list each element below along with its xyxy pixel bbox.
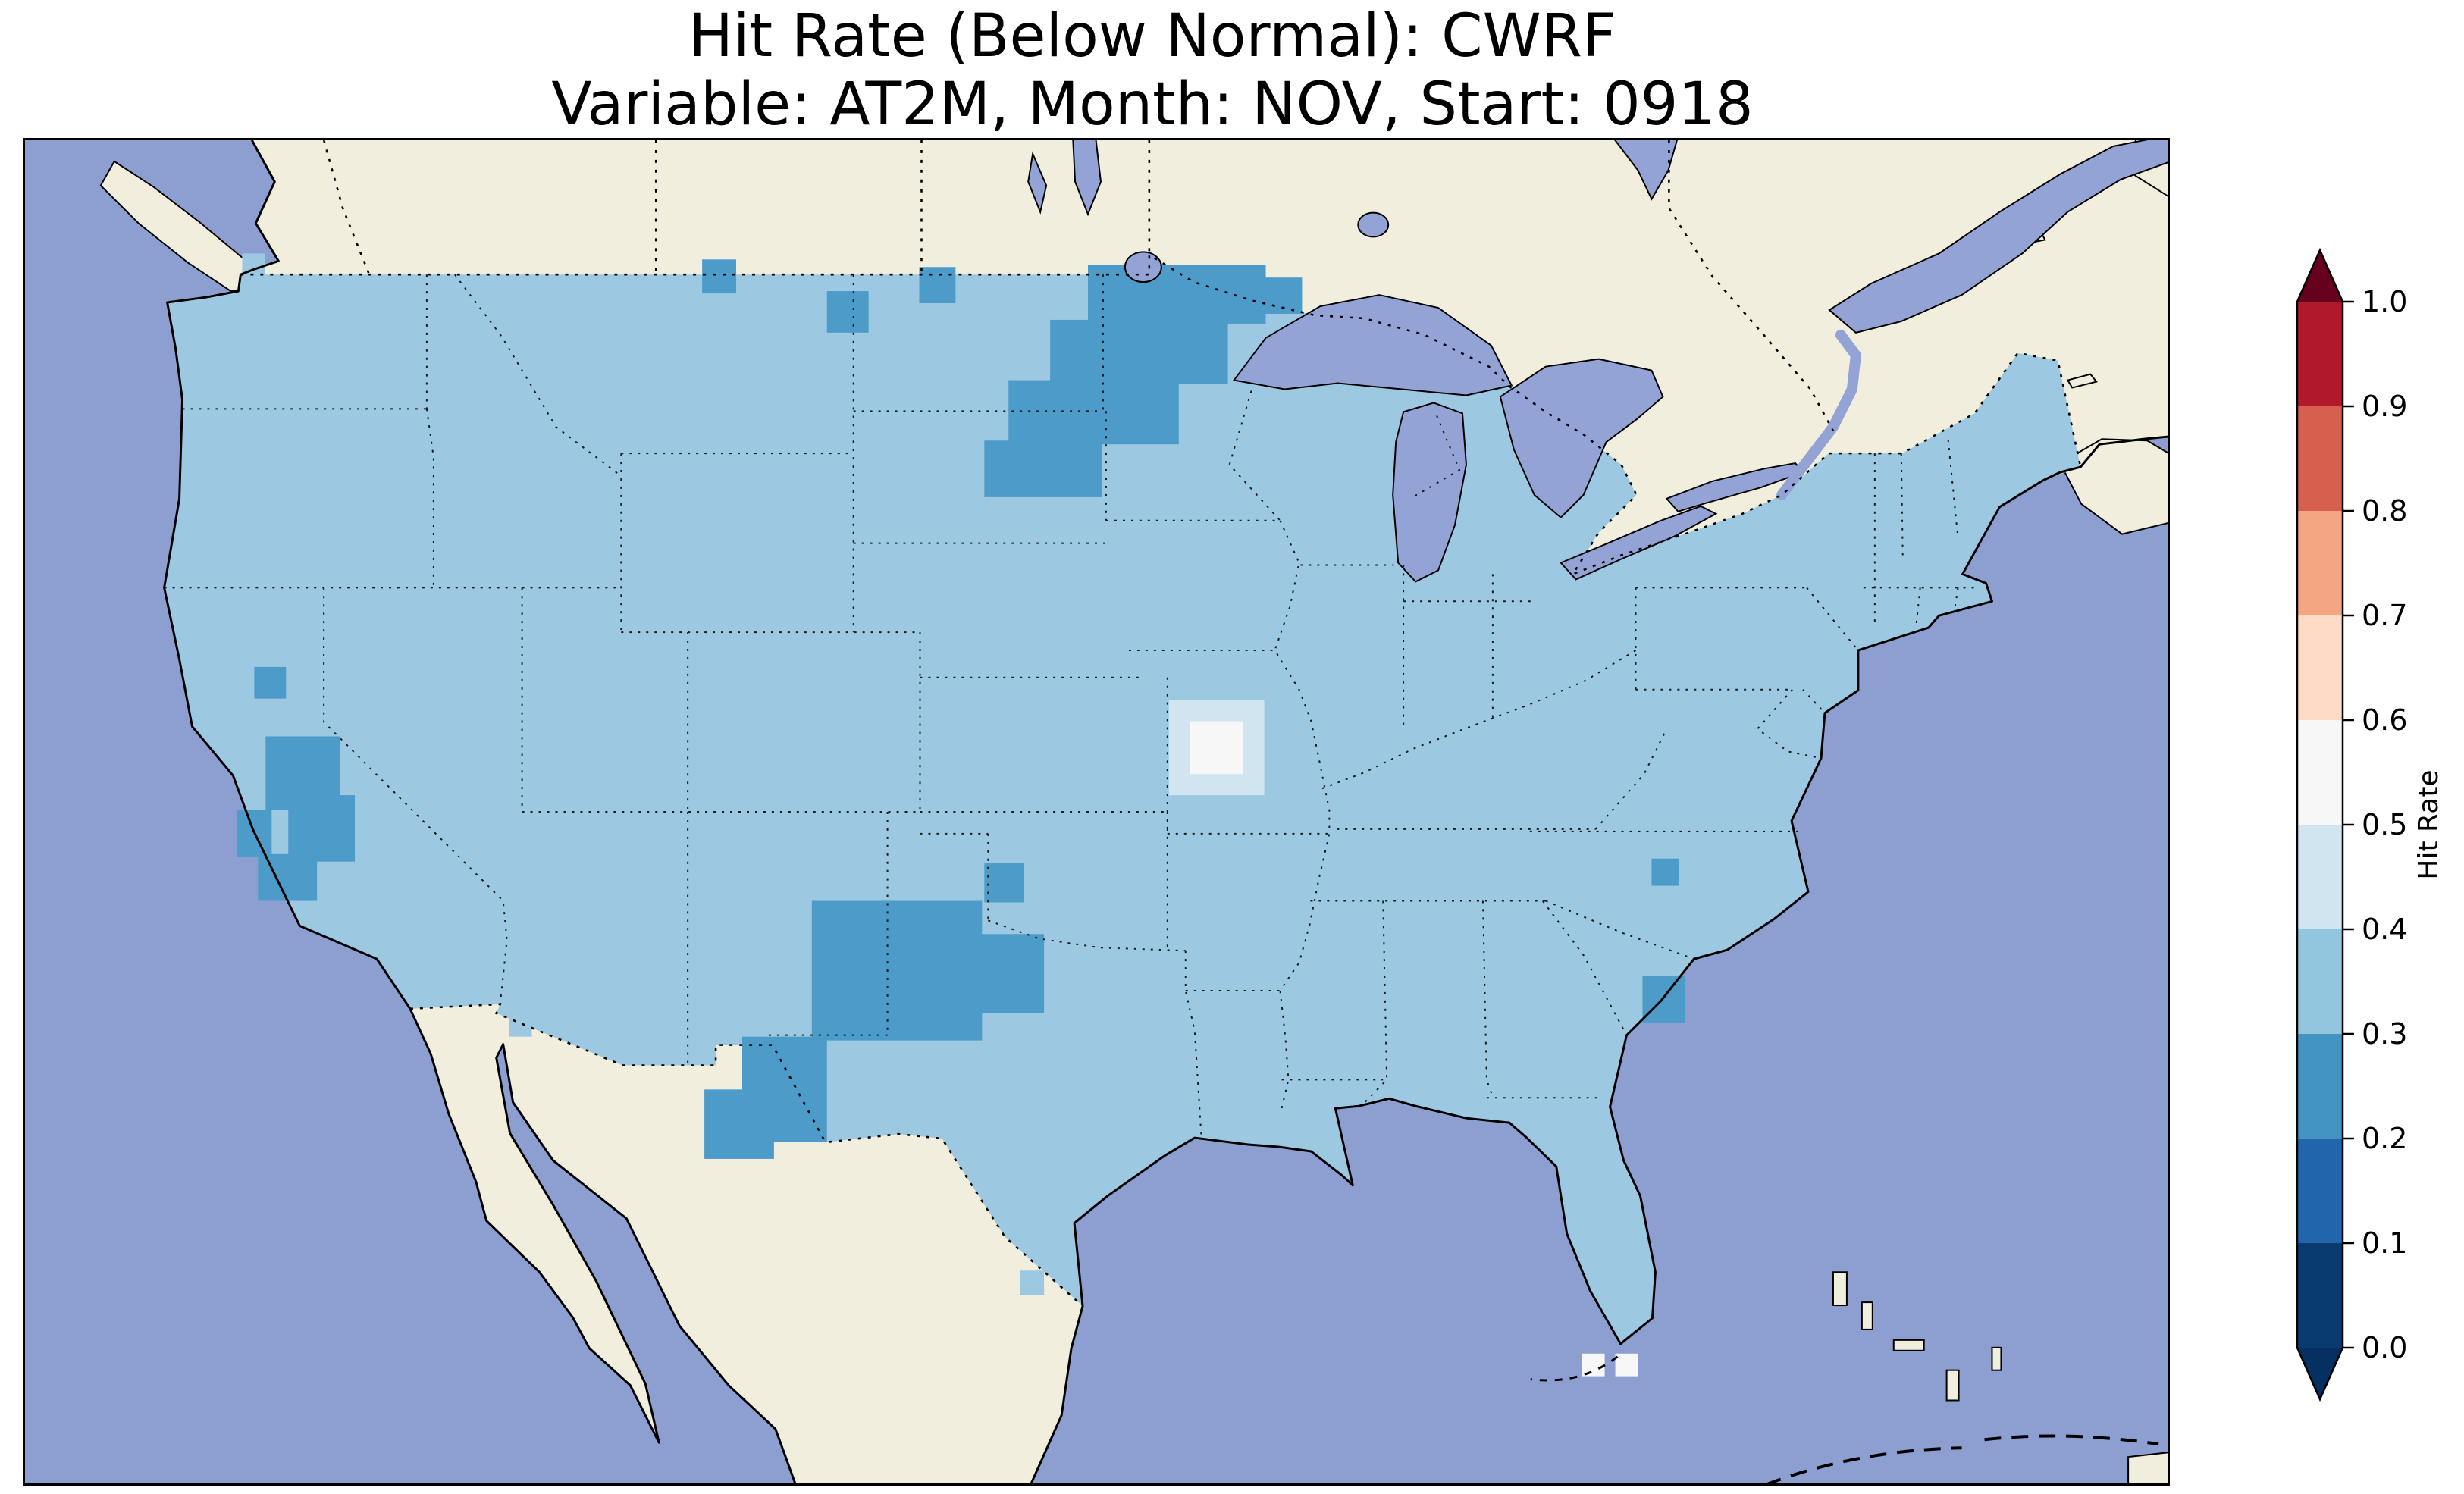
colorbar-extend-below [2297,1348,2343,1399]
colorbar-tick-label: 0.0 [2362,1331,2407,1364]
state-borders [164,274,1977,1139]
colorbar-extend-above [2297,250,2343,302]
cuba-coastline-dashed [1764,1434,2159,1483]
bahamas-island [1892,1339,1925,1351]
colorbar-segments [2297,302,2343,1348]
lake-nipigon [1357,211,1390,238]
colorbar-tick-label: 1.0 [2362,285,2407,318]
lake-superior [1232,294,1513,396]
lake-michigan [1392,402,1467,583]
lake-huron [1499,358,1664,519]
colorbar-tick-label: 0.5 [2362,808,2407,841]
james-bay [1614,140,1678,201]
colorbar-ticks: 1.0 0.9 0.8 0.7 0.6 0.5 0.4 0.3 0.2 0.1 0.0 [2343,285,2407,1364]
bahamas-island [1945,1369,1960,1402]
cuba-corner [2127,1452,2168,1483]
conus-map [25,140,2168,1483]
prince-edward-island [2066,373,2098,389]
pacific-mexico-coastline [163,140,797,1483]
colorbar-tick-label: 0.3 [2362,1017,2407,1051]
chart-subtitle: Variable: AT2M, Month: NOV, Start: 0918 [551,70,1754,139]
colorbar-tick-label: 0.8 [2362,494,2407,528]
colorbar-tick-label: 0.6 [2362,703,2407,737]
colorbar-svg: 1.0 0.9 0.8 0.7 0.6 0.5 0.4 0.3 0.2 0.1 0.0 Hit Ra… [2296,247,2444,1402]
gulf-of-st-lawrence [1828,140,2168,334]
lakes-group [1027,140,2168,583]
map-axes [23,138,2170,1486]
colorbar-axis-label: Hit Rate [2413,769,2444,879]
lake-manitoba [1027,151,1048,215]
islands-group [99,140,2168,1483]
gulf-atlantic-coastline [1030,435,2168,1483]
bahamas-island [1861,1301,1873,1330]
colorbar-tick-label: 0.2 [2362,1122,2407,1155]
colorbar: 1.0 0.9 0.8 0.7 0.6 0.5 0.4 0.3 0.2 0.1 0.0 Hit Ra… [2286,241,2464,1415]
st-lawrence-river [1776,329,1862,500]
chart-title: Hit Rate (Below Normal): CWRF [688,2,1616,70]
nova-scotia [2058,438,2168,535]
colorbar-tick-label: 0.4 [2362,913,2407,946]
lake-winnipeg [1072,140,1102,217]
coastline [163,140,2168,1483]
colorbar-tick-label: 0.1 [2362,1226,2407,1260]
lake-erie [1560,505,1718,581]
bahamas-island [1832,1271,1848,1307]
colorbar-tick-label: 0.7 [2362,599,2407,632]
florida-keys-dashed [1530,1355,1619,1382]
lake-of-the-woods [1124,251,1162,283]
conus-data-region [164,255,2081,1344]
bahamas-island [1991,1346,2002,1371]
hit-rate-patches [237,253,1685,1377]
colorbar-tick-label: 0.9 [2362,390,2407,423]
